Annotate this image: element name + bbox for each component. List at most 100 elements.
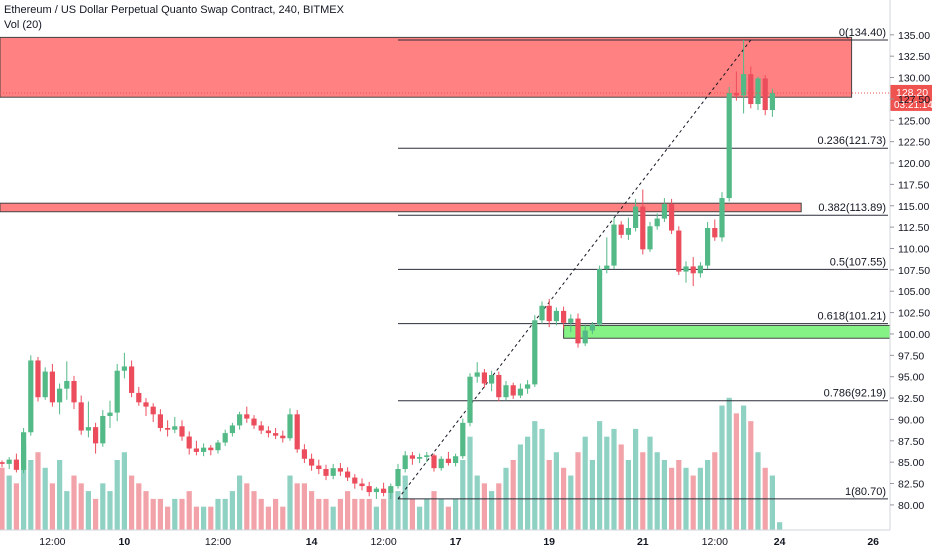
volume-bar [640,452,646,530]
x-tick-label: 12:00 [39,536,65,548]
candle-body [330,468,336,476]
candle-body [201,447,207,452]
candle-body [647,226,653,250]
volume-bar [589,460,595,530]
volume-bar [611,428,617,530]
volume-bar [114,460,120,530]
volume-bar [633,428,639,530]
volume-bar [35,452,41,530]
volume-bar [568,475,574,530]
candles-layer [0,39,775,499]
volume-bar [769,475,775,530]
volume-bar [741,405,747,530]
volume-bar [625,460,631,530]
y-tick-label: 115.00 [898,201,929,213]
candle-body [388,486,394,493]
volume-bar [618,444,624,530]
volume-bar [517,444,523,530]
volume-bar [222,498,228,530]
volume-bar [755,452,761,530]
y-tick-label: 127.50 [898,94,930,106]
candle-body [265,430,271,434]
zone-green-2 [563,324,891,339]
candle-body [561,310,567,323]
candle-body [431,455,437,469]
volume-bar [301,483,307,530]
fib-label-0.618: 0.618(101.21) [818,311,887,323]
fib-label-0.786: 0.786(92.19) [824,388,886,400]
volume-bar [481,483,487,530]
candle-body [337,468,343,472]
candle-body [165,427,171,430]
x-tick-label: 10 [119,536,131,548]
volume-bar [85,491,91,530]
y-axis[interactable]: 80.00 82.50 85.00 87.50 90.00 92.50 95.00 97.50… [889,0,930,530]
volume-bar [136,483,142,530]
fib-layer: 0(134.40) 0.236(121.73) 0.382(113.89) 0.5(1… [398,27,888,500]
volume-bar [777,522,783,530]
volume-bar [100,483,106,530]
candle-body [402,455,408,470]
candle-body [611,224,617,266]
volume-bar [21,444,27,530]
candle-body [568,318,574,323]
candle-body [301,449,307,459]
candle-body [28,360,34,433]
candle-body [589,324,595,331]
candle-body [172,426,178,430]
candle-body [244,414,250,419]
x-tick-label: 26 [867,536,879,548]
candle-body [366,486,372,493]
candle-body [489,374,495,384]
volume-bar [316,498,322,530]
y-tick-label: 87.50 [898,436,924,448]
candle-body [733,92,739,96]
volume-bar [359,498,365,530]
volume-bar [575,452,581,530]
volume-bar [172,498,178,530]
y-tick-label: 112.50 [898,222,929,234]
volume-bar [93,498,99,530]
candle-body [417,457,423,459]
volume-legend: Vol (20) [4,19,42,31]
volume-bar [510,460,516,530]
candle-body [186,436,192,449]
candle-body [294,414,300,450]
candle-body [229,425,235,434]
x-tick-label: 19 [543,536,555,548]
volume-bar [654,452,660,530]
chart-title: Ethereum / US Dollar Perpetual Quanto Sw… [4,4,344,16]
y-tick-label: 82.50 [898,479,924,491]
y-tick-label: 102.50 [898,308,930,320]
candle-body [525,384,531,389]
volume-bar [193,506,199,530]
volume-bar [676,460,682,530]
x-axis[interactable]: 12:00 10 12:00 14 12:00 17 19 21 12:00 24 26 [0,529,890,548]
volume-bar [179,498,185,530]
candle-body [57,388,63,403]
candle-body [445,458,451,464]
volume-bar [237,475,243,530]
x-tick-label: 17 [450,536,462,548]
candle-body [604,265,610,270]
y-tick-label: 97.50 [898,350,924,362]
candle-body [517,388,523,396]
candle-body [654,218,660,227]
y-tick-label: 120.00 [898,158,930,170]
volume-bar [726,397,732,530]
candle-body [618,224,624,235]
volume-bar [28,460,34,530]
candle-body [251,418,257,426]
volume-bar [381,498,387,530]
volume-bar [0,467,5,530]
volume-bar [57,460,63,530]
y-tick-label: 110.00 [898,243,929,255]
x-tick-label: 14 [306,536,318,548]
candle-body [409,455,415,459]
candle-body [625,227,631,235]
volume-bar [604,436,610,530]
volume-bar [597,421,603,530]
volume-bar [546,460,552,530]
candle-body [323,469,329,476]
